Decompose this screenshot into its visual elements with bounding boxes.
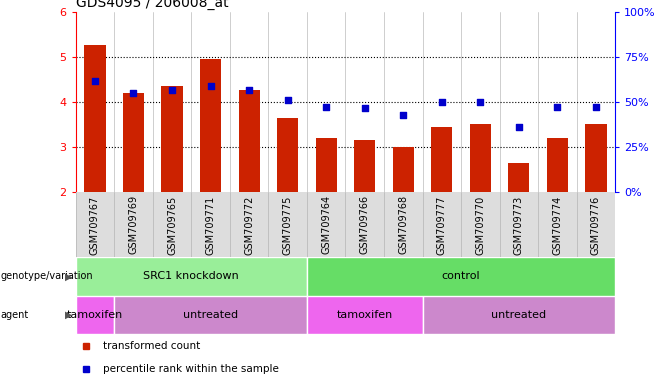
Bar — [422, 296, 615, 334]
Text: ▶: ▶ — [65, 271, 72, 281]
Bar — [114, 296, 307, 334]
Text: GSM709766: GSM709766 — [360, 195, 370, 254]
Text: untreated: untreated — [492, 310, 546, 320]
Point — [475, 99, 486, 105]
Bar — [470, 124, 491, 192]
Text: GSM709773: GSM709773 — [514, 195, 524, 255]
Bar — [547, 138, 568, 192]
Text: GSM709765: GSM709765 — [167, 195, 177, 255]
Bar — [316, 138, 337, 192]
Text: transformed count: transformed count — [103, 341, 200, 351]
Bar — [508, 163, 530, 192]
Text: GSM709768: GSM709768 — [398, 195, 408, 254]
Text: GSM709764: GSM709764 — [321, 195, 331, 254]
Bar — [307, 296, 422, 334]
Point — [89, 78, 100, 84]
Point — [552, 104, 563, 110]
Bar — [200, 59, 221, 192]
Point — [359, 104, 370, 111]
Point — [282, 96, 293, 103]
Point — [128, 90, 139, 96]
Bar — [123, 93, 144, 192]
Text: GSM709776: GSM709776 — [591, 195, 601, 255]
Text: tamoxifen: tamoxifen — [337, 310, 393, 320]
Point — [436, 99, 447, 105]
Text: GSM709770: GSM709770 — [475, 195, 486, 255]
Bar — [161, 86, 183, 192]
Text: genotype/variation: genotype/variation — [1, 271, 93, 281]
Point — [205, 83, 216, 89]
Bar — [431, 127, 453, 192]
Text: GSM709774: GSM709774 — [553, 195, 563, 255]
Bar — [586, 124, 607, 192]
Bar — [277, 118, 298, 192]
Text: untreated: untreated — [183, 310, 238, 320]
Text: GSM709767: GSM709767 — [90, 195, 100, 255]
Point — [166, 88, 177, 94]
Text: GSM709772: GSM709772 — [244, 195, 254, 255]
Text: GSM709777: GSM709777 — [437, 195, 447, 255]
Text: GSM709769: GSM709769 — [128, 195, 138, 254]
Text: GDS4095 / 206008_at: GDS4095 / 206008_at — [76, 0, 228, 10]
Point — [321, 104, 332, 110]
Text: SRC1 knockdown: SRC1 knockdown — [143, 271, 239, 281]
Bar — [76, 257, 307, 296]
Point — [514, 124, 524, 130]
Text: percentile rank within the sample: percentile rank within the sample — [103, 364, 278, 374]
Bar — [393, 147, 414, 192]
Text: GSM709775: GSM709775 — [283, 195, 293, 255]
Point — [591, 104, 601, 110]
Bar — [238, 91, 260, 192]
Bar — [354, 140, 375, 192]
Text: tamoxifen: tamoxifen — [67, 310, 123, 320]
Bar — [84, 45, 105, 192]
Bar — [307, 257, 615, 296]
Bar — [76, 296, 114, 334]
Point — [244, 88, 255, 94]
Text: ▶: ▶ — [65, 310, 72, 320]
Text: agent: agent — [1, 310, 29, 320]
Text: GSM709771: GSM709771 — [205, 195, 216, 255]
Point — [398, 112, 409, 118]
Text: control: control — [442, 271, 480, 281]
